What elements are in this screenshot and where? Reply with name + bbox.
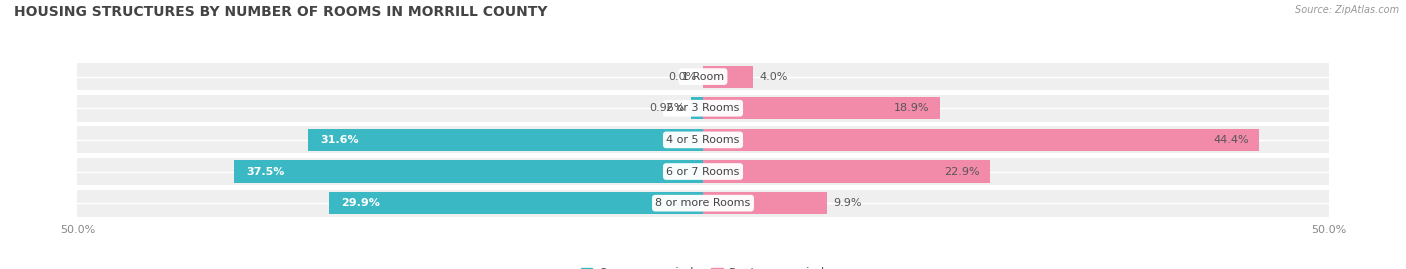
Bar bbox=[703, 66, 754, 88]
Bar bbox=[703, 129, 1258, 151]
Text: 31.6%: 31.6% bbox=[321, 135, 359, 145]
Bar bbox=[77, 95, 1329, 122]
Bar bbox=[329, 192, 703, 214]
Text: 9.9%: 9.9% bbox=[834, 198, 862, 208]
Text: 0.0%: 0.0% bbox=[668, 72, 697, 82]
Bar bbox=[690, 97, 703, 119]
Text: 6 or 7 Rooms: 6 or 7 Rooms bbox=[666, 167, 740, 176]
Bar bbox=[233, 160, 703, 183]
Bar bbox=[77, 190, 1329, 217]
Text: 37.5%: 37.5% bbox=[246, 167, 284, 176]
Legend: Owner-occupied, Renter-occupied: Owner-occupied, Renter-occupied bbox=[576, 262, 830, 269]
Text: 4.0%: 4.0% bbox=[759, 72, 787, 82]
Text: 44.4%: 44.4% bbox=[1213, 135, 1249, 145]
Text: 1 Room: 1 Room bbox=[682, 72, 724, 82]
Text: 29.9%: 29.9% bbox=[342, 198, 380, 208]
Bar bbox=[77, 126, 1329, 153]
Text: 0.96%: 0.96% bbox=[650, 103, 685, 113]
Text: HOUSING STRUCTURES BY NUMBER OF ROOMS IN MORRILL COUNTY: HOUSING STRUCTURES BY NUMBER OF ROOMS IN… bbox=[14, 5, 547, 19]
Bar bbox=[703, 160, 990, 183]
Bar bbox=[308, 129, 703, 151]
Text: 4 or 5 Rooms: 4 or 5 Rooms bbox=[666, 135, 740, 145]
Bar bbox=[703, 192, 827, 214]
Text: 18.9%: 18.9% bbox=[894, 103, 929, 113]
Text: Source: ZipAtlas.com: Source: ZipAtlas.com bbox=[1295, 5, 1399, 15]
Bar bbox=[77, 63, 1329, 90]
Bar bbox=[703, 97, 939, 119]
Text: 2 or 3 Rooms: 2 or 3 Rooms bbox=[666, 103, 740, 113]
Text: 8 or more Rooms: 8 or more Rooms bbox=[655, 198, 751, 208]
Text: 22.9%: 22.9% bbox=[943, 167, 980, 176]
Bar bbox=[77, 158, 1329, 185]
